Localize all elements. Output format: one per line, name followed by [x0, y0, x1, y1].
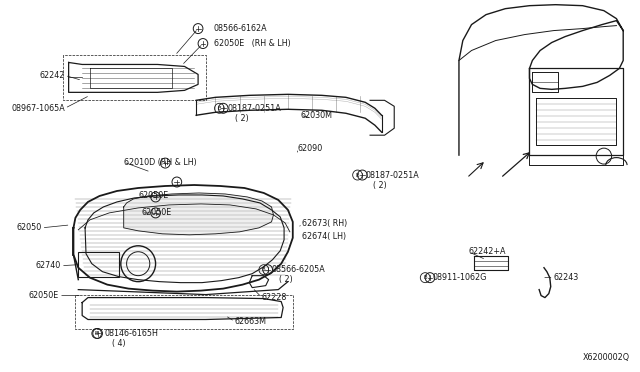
Text: 62243: 62243 [554, 273, 579, 282]
Text: 62050E   (RH & LH): 62050E (RH & LH) [214, 39, 291, 48]
Text: 08146-6165H: 08146-6165H [104, 329, 158, 338]
Text: ( 2): ( 2) [279, 275, 293, 284]
Text: B: B [356, 173, 359, 177]
Text: 62242: 62242 [40, 71, 65, 80]
Text: 62228: 62228 [262, 293, 287, 302]
Text: X6200002Q: X6200002Q [582, 353, 630, 362]
Text: 08911-1062G: 08911-1062G [433, 273, 487, 282]
Text: ( 4): ( 4) [112, 339, 125, 348]
Text: 62663M: 62663M [235, 317, 267, 326]
Text: 62674( LH): 62674( LH) [303, 232, 347, 241]
Text: 62242+A: 62242+A [468, 247, 506, 256]
Text: 62050: 62050 [17, 223, 42, 232]
Text: 08187-0251A: 08187-0251A [365, 170, 419, 180]
Text: 62050E: 62050E [141, 208, 172, 217]
Text: B: B [423, 275, 427, 280]
Text: ( 2): ( 2) [235, 114, 248, 123]
Text: 08187-0251A: 08187-0251A [227, 104, 281, 113]
Text: 08566-6162A: 08566-6162A [214, 24, 267, 33]
Text: B: B [218, 106, 221, 111]
Text: 62030M: 62030M [301, 111, 333, 120]
Text: 62673( RH): 62673( RH) [303, 219, 348, 228]
Text: 62740: 62740 [36, 261, 61, 270]
Text: 62050E: 62050E [138, 192, 168, 201]
Text: 08967-1065A: 08967-1065A [11, 104, 65, 113]
Text: 08566-6205A: 08566-6205A [271, 265, 325, 274]
Bar [78, 252, 119, 277]
Text: ( 2): ( 2) [373, 180, 387, 189]
Text: B: B [262, 267, 266, 272]
Text: 62090: 62090 [298, 144, 323, 153]
Text: 62050E: 62050E [29, 291, 59, 300]
Text: B: B [95, 331, 99, 336]
Polygon shape [124, 193, 273, 235]
Text: 62010D (RH & LH): 62010D (RH & LH) [124, 158, 196, 167]
